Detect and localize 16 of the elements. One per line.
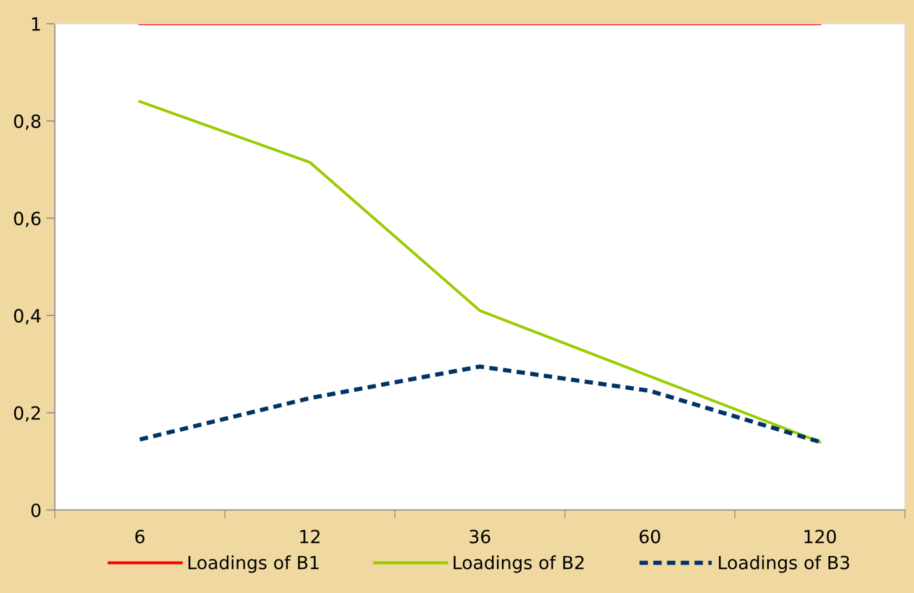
y-tick-label: 0,4 (14, 308, 41, 324)
x-tick-label: 120 (804, 530, 836, 544)
x-tick-label: 60 (640, 530, 660, 544)
line-series (138, 100, 822, 444)
y-tick-label: 1 (32, 17, 40, 31)
legend-label: Loadings of B1 (188, 555, 318, 573)
legend-label: Loadings of B3 (718, 555, 850, 573)
y-tick-label: 0,8 (14, 114, 40, 130)
x-tick-label: 36 (470, 530, 490, 544)
x-tick-label: 12 (300, 530, 320, 544)
x-tick-label: 6 (135, 530, 144, 544)
line-series (138, 364, 822, 444)
y-tick-label: 0,2 (14, 406, 40, 422)
legend-label: Loadings of B2 (454, 555, 584, 573)
y-tick-label: 0,6 (14, 212, 41, 228)
y-tick-label: 0 (31, 503, 40, 518)
